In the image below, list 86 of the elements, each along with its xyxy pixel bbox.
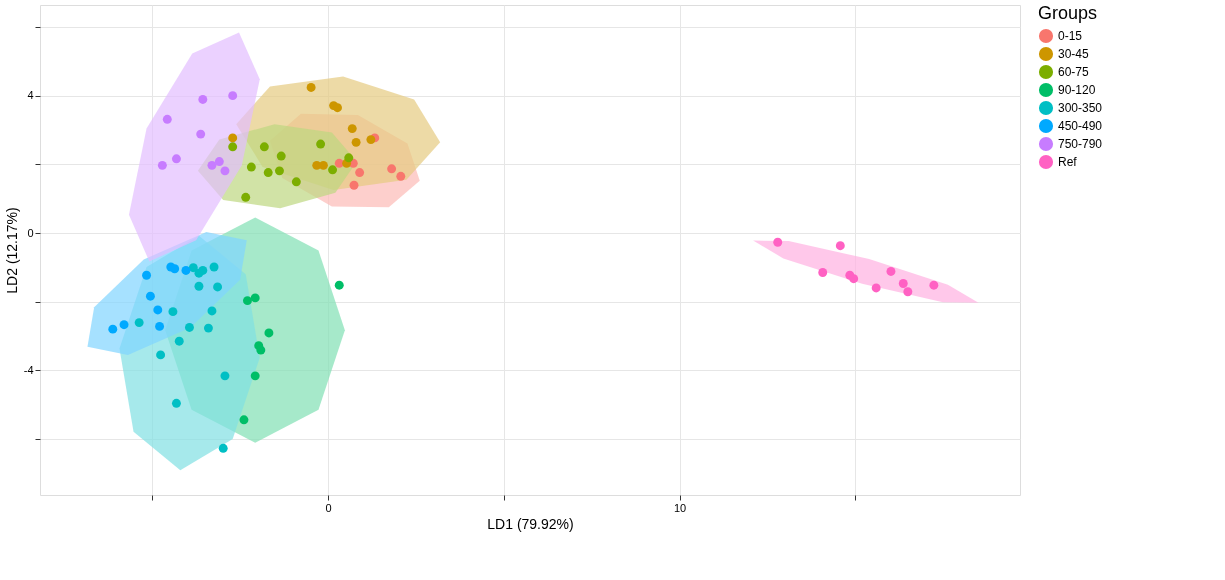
point <box>250 371 260 381</box>
point <box>181 265 191 275</box>
point <box>218 443 228 453</box>
point <box>898 279 908 288</box>
y-axis-title: LD2 (12.17%) <box>3 207 20 294</box>
point <box>349 180 359 190</box>
point <box>306 82 316 92</box>
point <box>312 160 322 170</box>
legend-title: Groups <box>1038 3 1098 23</box>
point <box>334 158 344 168</box>
point <box>220 371 230 381</box>
point <box>871 283 881 293</box>
y-tick-label: 0 <box>27 226 34 239</box>
legend-label: 60-75 <box>1058 65 1090 79</box>
point <box>162 114 172 124</box>
point <box>196 129 206 139</box>
y-tick-label: -4 <box>23 363 34 376</box>
point <box>241 192 251 202</box>
x-axis-title: LD1 (79.92%) <box>487 515 574 532</box>
point <box>228 133 238 143</box>
point <box>250 293 260 303</box>
point <box>207 160 217 170</box>
point <box>142 270 152 280</box>
point <box>355 168 365 178</box>
point <box>209 262 219 272</box>
point <box>886 267 896 276</box>
point <box>239 415 249 425</box>
point <box>168 307 178 317</box>
point <box>170 264 180 274</box>
point <box>291 177 301 187</box>
point <box>171 398 181 408</box>
point <box>242 296 252 306</box>
point <box>929 280 939 290</box>
point <box>818 268 828 277</box>
point <box>344 153 354 163</box>
point <box>333 103 342 113</box>
point <box>263 168 273 178</box>
point <box>276 151 286 161</box>
point <box>198 94 208 104</box>
point <box>835 241 845 251</box>
point <box>903 287 913 297</box>
legend-label: 300-350 <box>1058 101 1103 115</box>
point <box>214 157 224 167</box>
point <box>171 154 181 164</box>
point <box>203 323 213 333</box>
point <box>108 324 118 334</box>
point <box>153 305 163 315</box>
point <box>351 137 361 147</box>
point <box>198 265 208 275</box>
legend-label: 90-120 <box>1058 83 1096 97</box>
point <box>155 321 165 331</box>
point <box>773 237 783 247</box>
point <box>207 306 217 316</box>
point <box>347 124 357 134</box>
legend-label: 0-15 <box>1058 29 1083 43</box>
point <box>259 142 269 152</box>
point <box>220 166 230 176</box>
point <box>157 160 167 170</box>
legend-label: 450-490 <box>1058 119 1103 133</box>
point <box>228 142 238 152</box>
point <box>228 91 238 101</box>
point <box>849 274 859 284</box>
point <box>246 162 256 172</box>
point <box>396 171 406 181</box>
point <box>188 263 198 273</box>
legend-label: Ref <box>1058 155 1078 169</box>
x-tick-label: 10 <box>673 501 687 514</box>
point <box>366 135 376 145</box>
point <box>256 345 266 355</box>
legend-label: 750-790 <box>1058 137 1103 151</box>
point <box>174 336 184 346</box>
point <box>134 318 144 328</box>
point <box>156 350 166 360</box>
point <box>213 282 223 292</box>
point <box>316 139 326 149</box>
point <box>387 164 397 174</box>
point <box>145 291 155 301</box>
point <box>274 166 284 176</box>
point <box>184 322 194 332</box>
point <box>264 328 274 338</box>
point <box>194 281 204 291</box>
point <box>119 320 129 330</box>
y-tick-label: 4 <box>27 89 34 102</box>
point <box>334 280 344 290</box>
legend-label: 30-45 <box>1058 47 1090 61</box>
point <box>328 165 338 175</box>
